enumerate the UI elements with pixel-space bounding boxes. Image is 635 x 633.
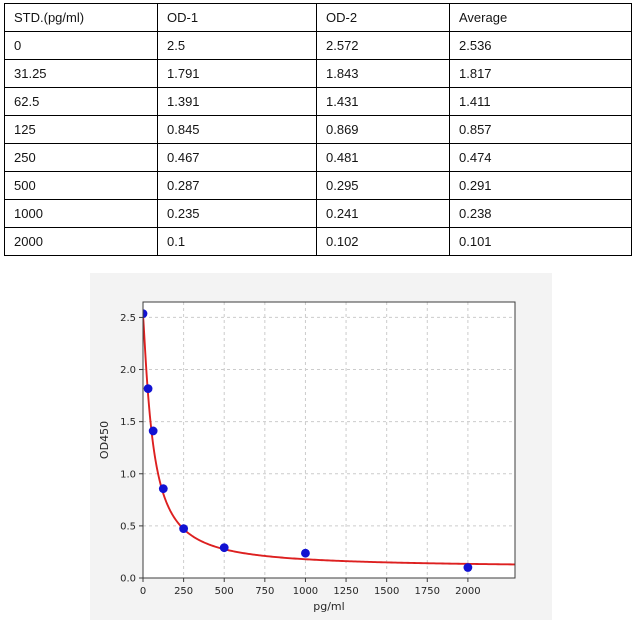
table-row: 2000 0.1 0.102 0.101 [4,227,632,256]
col-header-od2: OD-2 [316,3,450,32]
y-tick-label: 0.0 [120,574,136,585]
table-header-row: STD.(pg/ml) OD-1 OD-2 Average [4,3,632,32]
x-tick-label: 2000 [455,586,480,597]
data-point [179,524,189,533]
table-cell: 31.25 [4,59,158,88]
y-tick-label: 2.0 [120,365,136,376]
table-cell: 1.391 [157,87,317,116]
table-row: 31.25 1.791 1.843 1.817 [4,59,632,88]
table-cell: 0.241 [316,199,450,228]
y-axis-label: OD450 [98,421,111,459]
table-cell: 1.431 [316,87,450,116]
col-header-std: STD.(pg/ml) [4,3,158,32]
table-cell: 0.1 [157,227,317,256]
data-point [148,426,158,436]
plot-background [143,302,515,578]
data-point [463,563,473,572]
table-row: 250 0.467 0.481 0.474 [4,143,632,172]
table-cell: 1.843 [316,59,450,88]
table-cell: 2000 [4,227,158,256]
y-tick-label: 2.5 [120,313,136,324]
x-tick-label: 1250 [333,586,358,597]
y-tick-label: 1.5 [120,417,136,428]
table-row: 1000 0.235 0.241 0.238 [4,199,632,228]
table-row: 0 2.5 2.572 2.536 [4,31,632,60]
table-cell: 250 [4,143,158,172]
table-cell: 0.869 [316,115,450,144]
x-tick-label: 750 [255,586,274,597]
table-cell: 0.101 [449,227,632,256]
x-tick-label: 0 [140,586,146,597]
table-cell: 1.791 [157,59,317,88]
table-cell: 500 [4,171,158,200]
table-cell: 0.481 [316,143,450,172]
x-tick-label: 250 [174,586,193,597]
data-point [219,543,229,553]
data-point [143,384,153,394]
table-row: 500 0.287 0.295 0.291 [4,171,632,200]
table-cell: 0.291 [449,171,632,200]
table-cell: 0.474 [449,143,632,172]
table-cell: 0.845 [157,115,317,144]
data-point [158,484,168,494]
table-cell: 0.287 [157,171,317,200]
table-cell: 0.102 [316,227,450,256]
col-header-od1: OD-1 [157,3,317,32]
standard-curve-figure: 0 250 500 750 1000 1250 1500 1750 2000 0.0 0.5 1.0 1… [90,273,552,620]
table-cell: 0.857 [449,115,632,144]
x-tick-label: 1500 [374,586,399,597]
x-tick-label: 1750 [415,586,440,597]
table-row: 125 0.845 0.869 0.857 [4,115,632,144]
fit-curve [143,315,515,566]
table-cell: 62.5 [4,87,158,116]
table-cell: 0.238 [449,199,632,228]
col-header-average: Average [449,3,632,32]
table-cell: 2.5 [157,31,317,60]
table-cell: 0.295 [316,171,450,200]
x-tick-label: 500 [215,586,234,597]
standard-curve-chart: 0 250 500 750 1000 1250 1500 1750 2000 0.0 0.5 1.0 1… [90,273,552,620]
data-point [143,309,148,319]
table-cell: 1.817 [449,59,632,88]
plot-border [142,301,516,579]
data-point [301,548,310,558]
table-cell: 0.467 [157,143,317,172]
x-axis-label: pg/ml [313,600,344,613]
table-row: 62.5 1.391 1.431 1.411 [4,87,632,116]
table-cell: 1000 [4,199,158,228]
x-tick-label: 1000 [293,586,318,597]
table-cell: 0 [4,31,158,60]
standards-table: STD.(pg/ml) OD-1 OD-2 Average 0 2.5 2.572 2… [4,3,632,256]
y-tick-label: 0.5 [120,521,136,532]
table-cell: 2.536 [449,31,632,60]
table-cell: 0.235 [157,199,317,228]
table-cell: 1.411 [449,87,632,116]
y-tick-label: 1.0 [120,469,136,480]
table-cell: 125 [4,115,158,144]
table-cell: 2.572 [316,31,450,60]
